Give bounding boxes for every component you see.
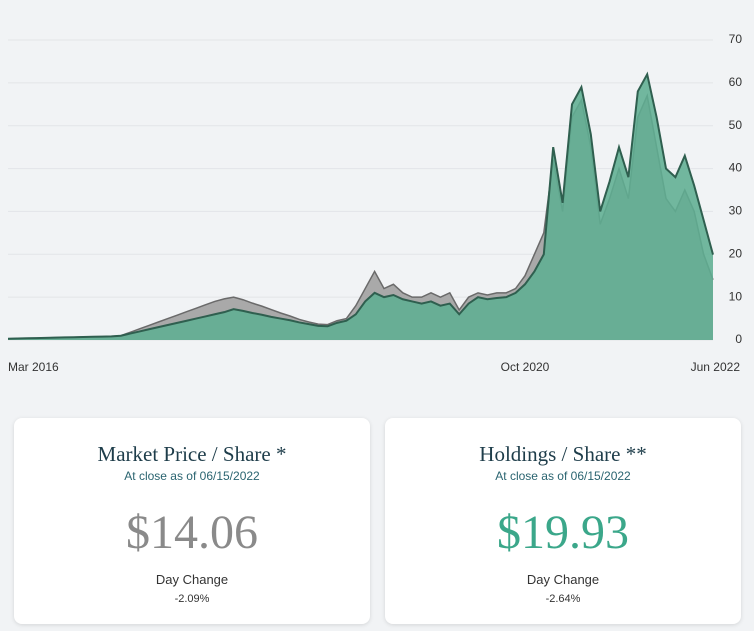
footnote-mark: ** xyxy=(625,442,647,466)
card-title: Market Price / Share * xyxy=(14,442,370,467)
chart: 0 10 20 30 40 50 60 70 Mar 2016 Oct 2020 Jun 2022 xyxy=(7,32,743,374)
x-tick-label: Jun 2022 xyxy=(691,360,741,374)
card-title: Holdings / Share ** xyxy=(385,442,741,467)
card-value: $14.06 xyxy=(126,506,258,559)
y-tick-label: 10 xyxy=(729,289,743,303)
change-label: Day Change xyxy=(526,572,600,587)
change-label: Day Change xyxy=(155,572,229,587)
card-subtitle: At close as of 06/15/2022 xyxy=(495,469,631,483)
change-value: -2.09% xyxy=(174,593,210,605)
y-tick-label: 60 xyxy=(729,75,743,89)
card-subtitle: At close as of 06/15/2022 xyxy=(124,469,260,483)
y-tick-label: 30 xyxy=(729,204,743,218)
x-tick-label: Oct 2020 xyxy=(501,360,550,374)
y-tick-label: 70 xyxy=(729,32,743,46)
area xyxy=(8,74,713,341)
line xyxy=(7,71,714,340)
x-tick-label: Mar 2016 xyxy=(8,360,59,374)
y-tick-label: 40 xyxy=(729,161,743,175)
holdings-card: Holdings / Share ** At close as of 06/15… xyxy=(385,418,741,624)
card-value: $19.93 xyxy=(497,506,629,559)
title-text: Holdings / Share xyxy=(479,442,621,466)
change-value: -2.64% xyxy=(545,593,581,605)
y-tick-label: 50 xyxy=(729,118,743,132)
footnote-mark: * xyxy=(275,442,287,466)
title-text: Market Price / Share xyxy=(97,442,271,466)
y-tick-label: 0 xyxy=(735,332,742,346)
market-price-card: Market Price / Share * At close as of 06… xyxy=(14,418,370,624)
y-tick-label: 20 xyxy=(729,246,743,260)
